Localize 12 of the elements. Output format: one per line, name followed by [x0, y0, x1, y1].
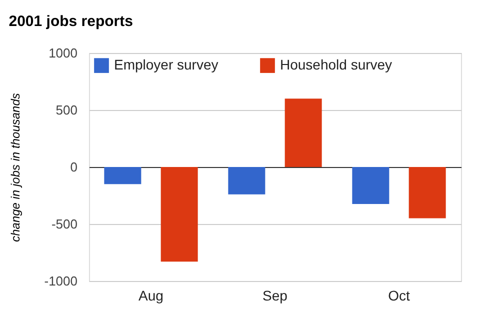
x-tick-label: Oct — [388, 288, 410, 304]
y-tick-label: -500 — [51, 216, 78, 232]
x-tick-label: Aug — [138, 288, 164, 304]
legend-label: Employer survey — [114, 56, 218, 73]
y-tick-label: 0 — [70, 160, 78, 174]
x-tick-label: Sep — [262, 288, 288, 304]
y-axis-title: change in jobs in thousands — [8, 93, 22, 242]
chart-title: 2001 jobs reports — [8, 13, 133, 30]
legend-label: Household survey — [280, 56, 392, 73]
y-tick-label: 500 — [56, 102, 78, 118]
y-tick-label: 1000 — [48, 46, 78, 60]
y-tick-label: -1000 — [44, 274, 78, 288]
